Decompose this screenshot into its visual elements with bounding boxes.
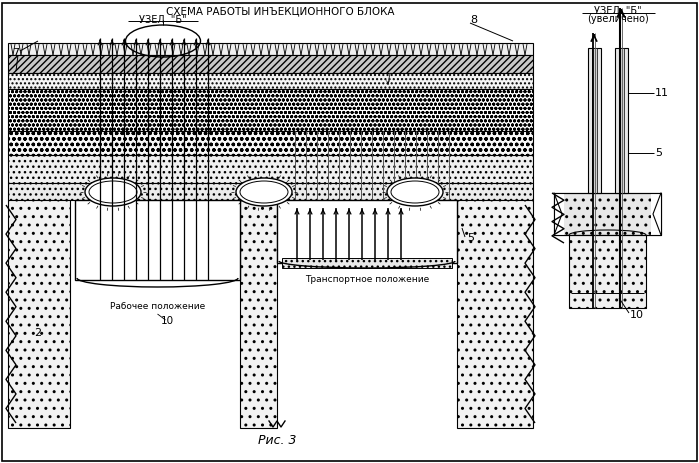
Bar	[8, 155, 533, 183]
Bar	[8, 73, 533, 89]
Bar	[554, 193, 564, 235]
Text: 2: 2	[34, 328, 41, 338]
Bar	[615, 48, 628, 193]
Ellipse shape	[89, 181, 137, 203]
Ellipse shape	[391, 181, 439, 203]
Text: 5: 5	[467, 233, 474, 243]
Bar	[8, 89, 533, 131]
Bar	[240, 200, 277, 428]
Bar	[8, 43, 533, 55]
Ellipse shape	[85, 178, 141, 206]
Bar	[8, 200, 70, 428]
Text: Рис. 3: Рис. 3	[258, 434, 296, 448]
Bar	[651, 193, 661, 235]
Bar	[569, 235, 646, 308]
Text: Транспортное положение: Транспортное положение	[305, 275, 429, 284]
Text: 5: 5	[655, 148, 662, 158]
Bar	[588, 48, 601, 193]
Ellipse shape	[240, 181, 288, 203]
Text: 11: 11	[655, 88, 669, 98]
Bar	[554, 193, 661, 235]
Ellipse shape	[236, 178, 292, 206]
Bar	[619, 48, 624, 193]
Bar	[592, 48, 597, 193]
Bar	[8, 55, 533, 73]
Text: УЗЕЛ  "Б": УЗЕЛ "Б"	[594, 6, 642, 16]
Bar	[8, 131, 533, 155]
Text: 7: 7	[12, 48, 19, 58]
Bar	[282, 258, 452, 268]
Text: СХЕМА РАБОТЫ ИНЪЕКЦИОННОГО БЛОКА: СХЕМА РАБОТЫ ИНЪЕКЦИОННОГО БЛОКА	[166, 6, 394, 16]
Bar	[75, 200, 240, 280]
Text: 8: 8	[470, 15, 477, 25]
Text: 10: 10	[630, 310, 644, 320]
Bar	[277, 200, 457, 263]
Bar	[457, 200, 533, 428]
Bar	[8, 183, 533, 200]
Ellipse shape	[387, 178, 443, 206]
Text: (увеличено): (увеличено)	[587, 14, 649, 24]
Text: Рабочее положение: Рабочее положение	[110, 302, 205, 311]
Text: 10: 10	[161, 316, 174, 326]
Text: УЗЕЛ  "Б": УЗЕЛ "Б"	[139, 15, 187, 25]
